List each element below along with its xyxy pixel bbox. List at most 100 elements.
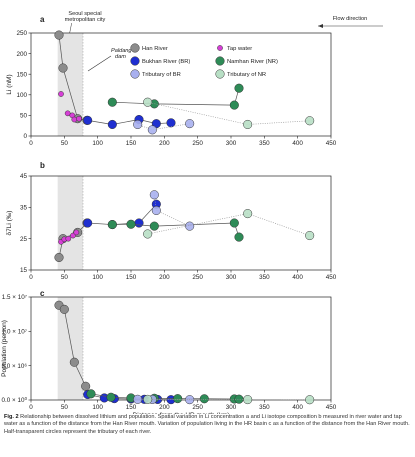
point-tributary-of-nr [143,229,153,239]
point-namhan-river-nr [107,220,117,230]
point-tributary-of-br [147,125,157,135]
x-tick-label: 50 [61,274,69,281]
seoul-annotation-line1: Seoul special [68,11,101,17]
x-tick-label: 200 [159,274,170,281]
panel-c-plot: 0 50 100 150 200 250 300 350 400 450 0.0 × 10⁰ 5.0 … [1,294,337,414]
point-namhan-river-nr [234,394,244,404]
y-axis-label: Li (nM) [6,74,13,94]
x-tick-label: 100 [92,140,103,147]
point-tributary-of-nr [243,119,253,130]
x-tick-label: 100 [92,404,103,411]
point-namhan-river-nr [149,221,159,231]
y-tick-label: 1.5 × 10⁷ [2,294,28,301]
point-tributary-of-nr [243,209,253,219]
plot-frame [30,175,332,271]
x-tick-label: 200 [159,140,170,147]
panel-c: c 0 50 100 150 200 250 300 350 400 450 0.0 × 10⁰ 5.… [1,289,337,414]
x-tick-label: 300 [226,404,237,411]
legend-swatch [130,56,140,66]
series-line-han-river [58,35,88,121]
point-namhan-river-nr [106,392,116,402]
legend-label: Han River [142,46,168,52]
x-tick-label: 50 [61,404,69,411]
plot-frame [30,32,332,137]
seoul-band [57,297,83,400]
point-bukhan-river-br [134,218,144,228]
x-tick-label: 250 [192,404,203,411]
x-tick-label: 250 [192,274,203,281]
x-tick-label: 50 [61,140,69,147]
point-namhan-river-nr [107,97,117,107]
y-tick-label: 200 [16,51,27,58]
legend-swatch [130,43,140,53]
x-tick-label: 150 [126,140,137,147]
legend-label: Tributary of NR [227,72,266,78]
flow-direction-label: Flow direction [333,16,368,22]
y-tick-label: 0 [23,133,27,140]
x-tick-label: 100 [92,274,103,281]
point-tributary-of-br [185,221,195,231]
x-tick-label: 150 [126,404,137,411]
seoul-pointer [69,22,72,34]
x-tick-label: 300 [226,274,237,281]
caption-text: Relationship between dissolved lithium a… [4,414,410,435]
series-line-tributary-of-br [153,194,190,227]
point-han-river [58,63,68,73]
panel-a-plot: 0 50 100 150 200 250 300 350 400 450 0 50 100 150 200 2… [6,22,337,147]
point-bukhan-river-br [166,118,176,128]
panel-b-plot: 0 50 100 150 200 250 300 350 400 450 15 25 35 45 δ7Li … [6,173,337,281]
legend-swatch [130,69,140,79]
x-tick-label: 450 [326,404,337,411]
point-namhan-river-nr [86,389,96,399]
point-tributary-of-br [185,119,195,129]
y-axis-label: δ7Li (‰) [6,211,13,236]
point-tributary-of-nr [305,116,315,126]
panel-b: b 0 50 100 150 200 250 300 350 400 450 15 25 35 45 δ7L… [6,161,337,281]
x-tick-label: 450 [326,140,337,147]
y-axis-label: Population (person) [1,320,8,377]
y-tick-label: 0.0 × 10⁰ [2,397,28,404]
point-han-river [69,357,79,367]
y-tick-label: 35 [20,205,28,212]
x-tick-label: 150 [126,274,137,281]
point-tap-water [65,235,72,242]
y-tick-label: 150 [16,71,27,78]
x-tick-label: 350 [259,140,270,147]
flow-direction-arrowhead [318,24,323,28]
legend-label: Namhan River (NR) [227,59,278,65]
point-han-river [59,304,69,314]
point-tributary-of-br [133,119,143,130]
x-tick-label: 350 [259,404,270,411]
point-tributary-of-nr [305,395,315,405]
panel-label-a: a [40,15,45,24]
series-line-tributary-of-br [137,123,190,131]
point-tributary-of-br [133,394,143,404]
figure-caption: Fig. 2 Relationship between dissolved li… [4,414,412,436]
caption-fig-label: Fig. 2 [4,414,19,420]
point-namhan-river-nr [199,394,209,404]
point-namhan-river-nr [126,219,136,229]
panel-label-c: c [40,289,45,298]
x-tick-label: 400 [292,274,303,281]
legend-swatch [215,56,225,66]
series-line-tributary-of-nr [147,213,310,236]
x-axis-label: Distance from the HR mouth (km) [133,412,230,414]
seoul-annotation-line2: metropolitan city [65,17,106,23]
panel-label-b: b [40,161,45,170]
dam-pointer [87,55,112,72]
point-tributary-of-br [151,205,161,216]
point-tap-water [64,110,71,117]
figure: a Seoul special metropolitan city Paldan… [1,11,383,414]
series-line-bukhan-river-br [87,203,157,225]
x-tick-label: 200 [159,404,170,411]
legend-label: Tributary of BR [142,72,181,78]
y-tick-label: 50 [20,113,28,120]
point-han-river [54,252,64,263]
point-namhan-river-nr [229,218,239,228]
legend-swatch [215,69,225,79]
y-tick-label: 15 [20,267,28,274]
x-tick-label: 0 [29,274,33,281]
point-tributary-of-nr [143,97,153,107]
y-tick-label: 25 [20,236,28,243]
point-tributary-of-br [149,190,159,200]
